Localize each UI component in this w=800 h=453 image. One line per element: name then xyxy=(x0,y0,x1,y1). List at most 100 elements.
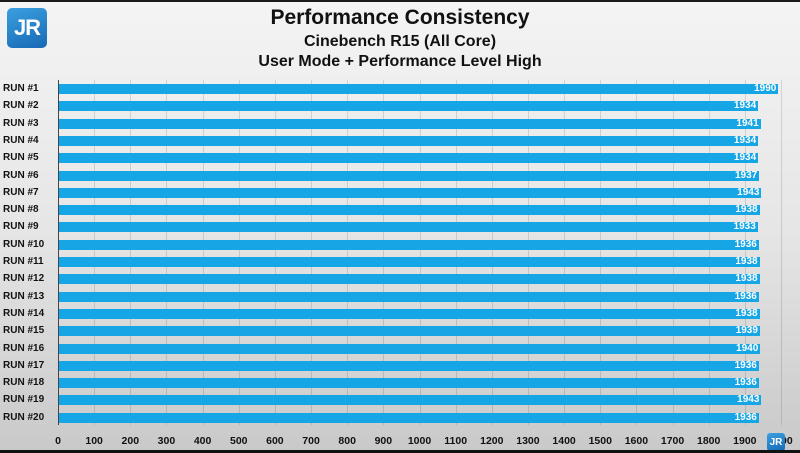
bar-value-label: 1990 xyxy=(754,83,777,94)
gridline xyxy=(419,80,421,425)
bar-value-label: 1938 xyxy=(735,273,758,285)
gridline xyxy=(527,80,529,425)
gridline xyxy=(130,80,132,425)
bar: 1937 xyxy=(59,169,760,181)
bar-value-label: 1937 xyxy=(734,169,758,181)
x-tick-label: 1900 xyxy=(733,435,757,447)
bar-value-label: 1938 xyxy=(735,307,758,319)
category-label: RUN #7 xyxy=(3,186,39,198)
bar: 1936 xyxy=(59,291,759,302)
bottom-border xyxy=(0,450,800,453)
gridline xyxy=(166,80,168,425)
bar: 1939 xyxy=(59,325,760,337)
category-label: RUN #13 xyxy=(3,290,45,302)
bar-value-label: 1934 xyxy=(733,100,757,112)
bar-value-label: 1941 xyxy=(736,117,759,129)
x-tick-label: 100 xyxy=(85,435,103,447)
x-tick-label: 200 xyxy=(121,435,140,447)
gridline xyxy=(455,80,457,425)
gridline xyxy=(311,80,313,425)
bar-value-label: 1934 xyxy=(733,152,757,164)
x-tick-label: 1300 xyxy=(516,435,540,447)
gridline xyxy=(383,80,385,425)
bar-value-label: 1938 xyxy=(735,204,758,216)
bar-value-label: 1936 xyxy=(734,359,757,371)
bar-value-label: 1943 xyxy=(737,186,760,198)
x-tick-label: 700 xyxy=(302,435,320,447)
x-tick-label: 1400 xyxy=(552,435,576,447)
gridline xyxy=(94,80,96,425)
bar: 1990 xyxy=(59,83,779,94)
category-label: RUN #20 xyxy=(3,411,45,423)
x-tick-label: 1000 xyxy=(407,435,432,447)
bar: 1938 xyxy=(59,273,760,285)
gridline xyxy=(564,80,566,425)
category-label: RUN #6 xyxy=(3,169,39,181)
bar-value-label: 1936 xyxy=(734,238,757,250)
category-label: RUN #19 xyxy=(3,394,45,406)
category-label: RUN #1 xyxy=(3,83,39,94)
x-tick-label: 600 xyxy=(266,435,284,447)
jr-watermark-icon: JR xyxy=(767,433,785,451)
x-tick-label: 300 xyxy=(157,435,176,447)
bar: 1943 xyxy=(59,394,762,406)
x-tick-label: 1500 xyxy=(588,435,612,447)
category-label: RUN #2 xyxy=(3,100,39,112)
category-label: RUN #15 xyxy=(3,325,45,337)
bar: 1934 xyxy=(59,134,759,146)
x-tick-label: 1700 xyxy=(660,435,685,447)
bar-value-label: 1936 xyxy=(734,411,757,423)
bar: 1933 xyxy=(59,221,758,233)
category-label: RUN #11 xyxy=(3,256,44,267)
gridline xyxy=(491,80,493,425)
jr-logo-icon: JR xyxy=(7,8,47,48)
gridline xyxy=(347,80,349,425)
bar: 1938 xyxy=(59,204,760,216)
bar: 1936 xyxy=(59,411,759,423)
x-tick-label: 500 xyxy=(229,435,248,447)
category-label: RUN #5 xyxy=(3,152,39,164)
x-tick-label: 1100 xyxy=(444,435,468,447)
chart-title: Performance Consistency xyxy=(270,6,530,29)
gridline xyxy=(708,80,710,425)
chart-subtitle-mode: User Mode + Performance Level High xyxy=(258,53,542,70)
category-label: RUN #10 xyxy=(3,238,45,250)
gridline xyxy=(672,80,674,425)
gridline xyxy=(636,80,638,425)
category-label: RUN #18 xyxy=(3,377,45,389)
category-label: RUN #9 xyxy=(3,221,39,233)
category-label: RUN #17 xyxy=(3,359,45,371)
x-tick-label: 1200 xyxy=(480,435,504,447)
x-tick-label: 800 xyxy=(338,435,356,447)
category-label: RUN #3 xyxy=(3,117,39,129)
bar: 1936 xyxy=(59,359,759,371)
category-label: RUN #12 xyxy=(3,273,45,285)
category-label: RUN #14 xyxy=(3,307,45,319)
bar: 1934 xyxy=(59,152,759,164)
plot-area: 1990 1934 1941 1934 1934 1937 1943 1938 1933 1936… xyxy=(58,80,782,425)
x-tick-label: 900 xyxy=(374,435,393,447)
bar-value-label: 1939 xyxy=(735,325,758,337)
bar: 1940 xyxy=(59,343,761,354)
category-label: RUN #8 xyxy=(3,204,39,216)
bar: 1938 xyxy=(59,256,760,267)
gridline xyxy=(238,80,240,425)
bar-value-label: 1933 xyxy=(733,221,756,233)
gridline xyxy=(781,80,782,425)
x-tick-label: 400 xyxy=(193,435,212,447)
bar: 1938 xyxy=(59,307,760,319)
x-tick-label: 1800 xyxy=(697,435,721,447)
bar-value-label: 1938 xyxy=(735,256,758,267)
gridline xyxy=(274,80,276,425)
y-axis-line xyxy=(58,80,59,425)
bar: 1934 xyxy=(59,100,759,112)
bar-value-label: 1936 xyxy=(734,377,757,389)
bar-value-label: 1934 xyxy=(733,134,757,146)
gridline xyxy=(202,80,204,425)
x-tick-label: 0 xyxy=(55,435,61,447)
category-label: RUN #16 xyxy=(3,342,45,354)
bar: 1943 xyxy=(59,186,762,198)
category-label: RUN #4 xyxy=(3,134,39,146)
gridline xyxy=(744,80,746,425)
x-tick-label: 1600 xyxy=(624,435,649,447)
